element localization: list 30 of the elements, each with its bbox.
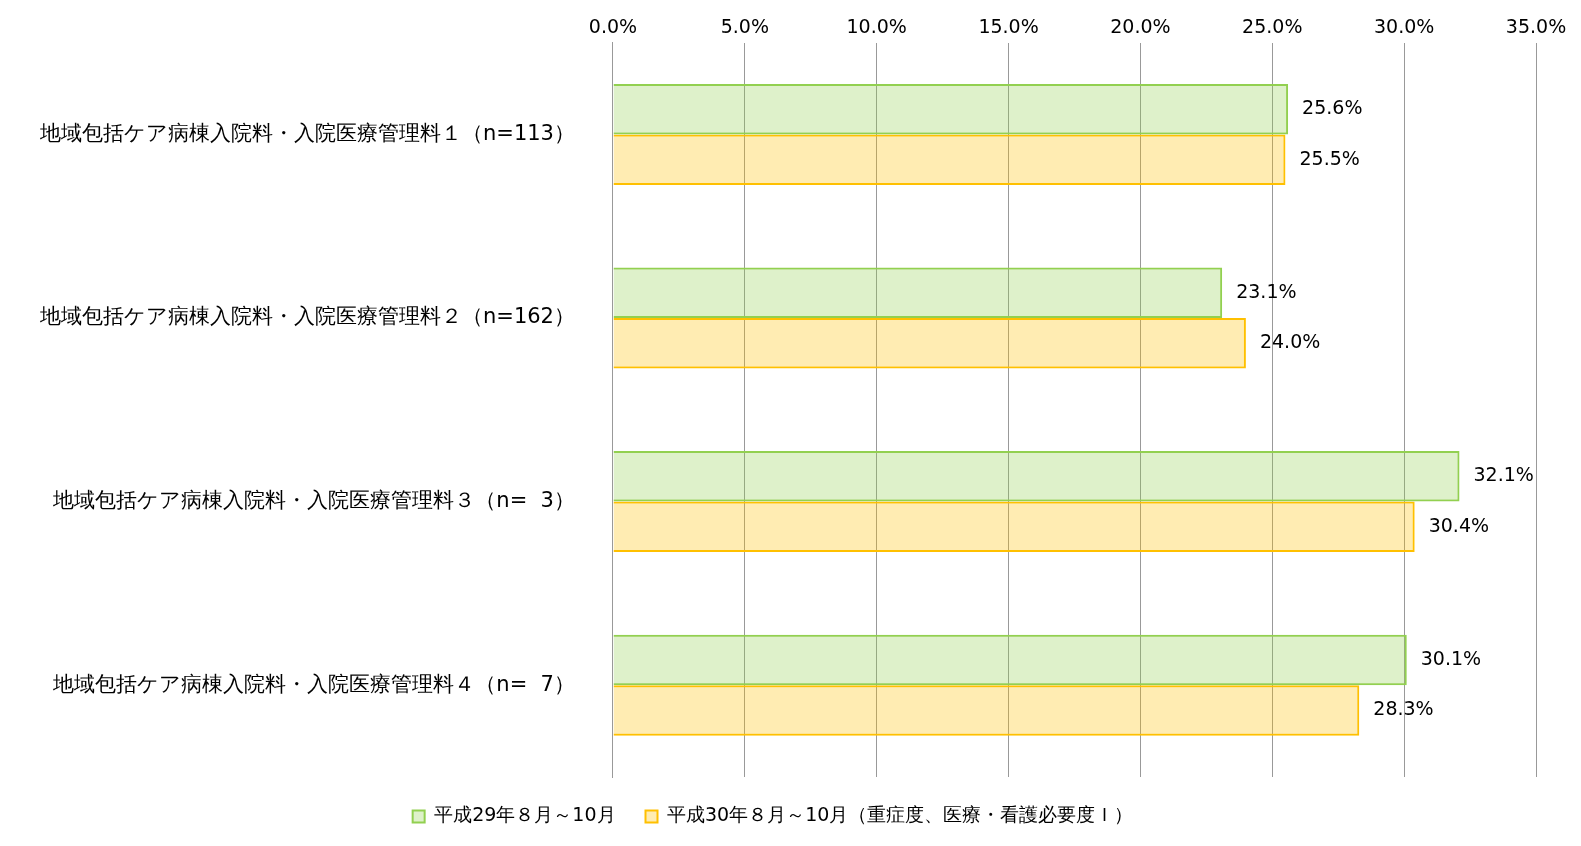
data-label: 23.1% [1236,279,1297,302]
bar [613,451,1460,502]
bar [613,318,1246,369]
x-tick-label: 35.0% [1505,15,1567,38]
data-label: 32.1% [1473,463,1534,486]
legend-label: 平成30年８月～10月（重症度、医療・看護必要度Ｉ） [667,803,1134,826]
bar [613,267,1223,318]
x-tick-label: 10.0% [846,15,907,38]
bar [613,83,1289,135]
data-label: 24.0% [1259,330,1321,353]
y-tick-label: 地域包括ケア病棟入院料・入院医療管理料１（n=113） [38,120,575,145]
data-label: 30.1% [1420,646,1482,669]
x-tick-label: 15.0% [978,15,1039,38]
bar [613,501,1415,553]
data-label: 25.6% [1302,96,1363,119]
x-tick-label: 5.0% [720,15,769,38]
y-tick-label: 地域包括ケア病棟入院料・入院医療管理料３（n= 3） [52,488,575,513]
y-tick-label: 地域包括ケア病棟入院料・入院医療管理料２（n=162） [38,304,575,329]
x-tick-label: 30.0% [1373,15,1435,38]
y-tick-label: 地域包括ケア病棟入院料・入院医療管理料４（n= 7） [52,671,575,696]
bar [613,685,1360,736]
data-label: 28.3% [1373,697,1434,720]
x-tick-label: 0.0% [588,15,638,38]
data-label: 30.4% [1428,513,1490,536]
x-tick-label: 20.0% [1110,15,1171,38]
x-tick-label: 25.0% [1242,15,1303,38]
data-label: 25.5% [1299,146,1360,169]
bar [613,634,1407,686]
legend-label: 平成29年８月～10月 [434,803,616,826]
bar [613,134,1286,185]
